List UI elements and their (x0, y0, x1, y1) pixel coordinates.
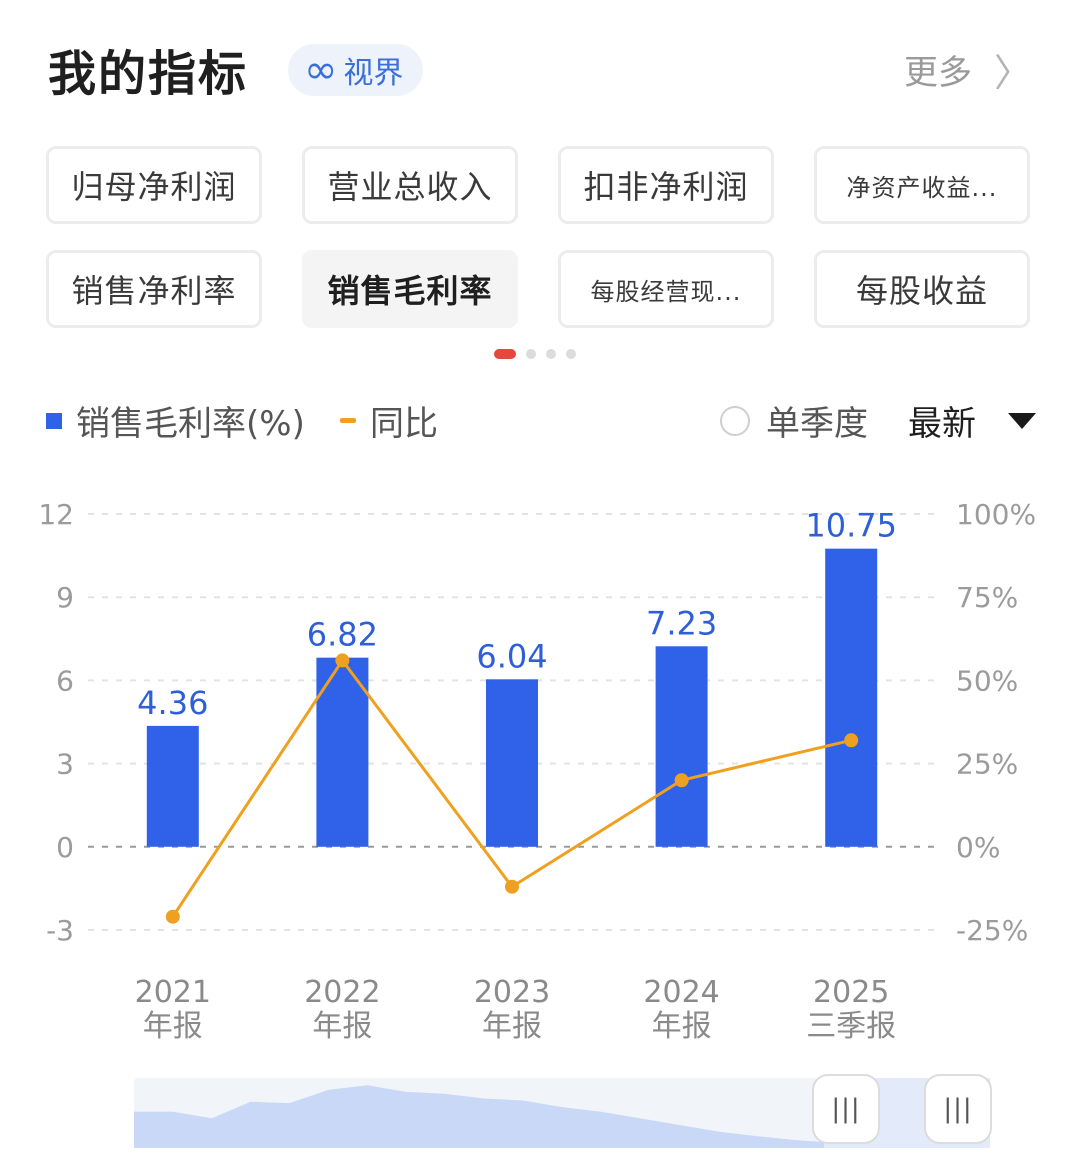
x-tick-year: 2025 (813, 975, 889, 1010)
indicator-chip-5-active[interactable]: 销售毛利率 (302, 250, 518, 328)
single-quarter-radio[interactable] (720, 405, 750, 436)
y-left-tick: -3 (46, 914, 74, 947)
y-left-tick: 6 (56, 664, 74, 697)
single-quarter-label: 单季度 (766, 404, 868, 444)
infinity-icon: ∞ (304, 47, 338, 93)
bar-value-label: 4.36 (137, 684, 208, 722)
section-header: 我的指标 ∞ 视界 更多 〉 (48, 30, 1038, 110)
overview-area (134, 1085, 990, 1148)
indicator-chip-3[interactable]: 净资产收益... (814, 146, 1030, 224)
period-select[interactable]: 最新 (908, 396, 1036, 445)
bar-value-label: 7.23 (646, 604, 717, 642)
overview-sparkline (134, 1085, 990, 1148)
page-dot-2[interactable] (526, 349, 536, 359)
grip-icon: ||| (943, 1094, 973, 1124)
x-tick-period: 年报 (482, 1009, 542, 1044)
y-right-tick: 75% (956, 581, 1018, 614)
y-left-tick: 0 (56, 831, 74, 864)
page-indicator (494, 348, 576, 360)
yoy-point (165, 909, 180, 924)
vision-badge[interactable]: ∞ 视界 (288, 44, 424, 96)
slider-handle-left[interactable]: ||| (812, 1074, 880, 1144)
chart-controls: 销售毛利率(%) 同比 单季度 最新 (46, 396, 1036, 446)
yoy-point (674, 773, 689, 788)
legend-line-swatch (340, 418, 356, 423)
indicator-chip-1[interactable]: 营业总收入 (302, 146, 518, 224)
x-tick-period: 年报 (312, 1009, 372, 1044)
bar (825, 548, 878, 847)
y-right-tick: 100% (956, 498, 1036, 531)
x-tick-period: 年报 (143, 1009, 203, 1044)
grip-icon: ||| (831, 1094, 861, 1124)
section-title: 我的指标 (48, 46, 249, 102)
indicator-chip-2[interactable]: 扣非净利润 (558, 146, 774, 224)
x-tick-year: 2023 (474, 975, 550, 1010)
more-label: 更多 (903, 53, 972, 93)
bar (655, 646, 708, 847)
gross-margin-chart: 12 9 6 3 0 -3 100% 75% 50% 25% 0% -25% 4.36 6.82 6.04 7… (38, 498, 1036, 1044)
y-left-tick: 12 (38, 498, 74, 531)
y-right-tick: 0% (956, 831, 1000, 864)
legend-bar: 销售毛利率(%) (46, 396, 305, 445)
bar (146, 725, 199, 847)
slider-handle-right[interactable]: ||| (924, 1074, 992, 1144)
bar (486, 679, 538, 847)
vision-badge-label: 视界 (343, 56, 404, 91)
yoy-point (505, 879, 519, 894)
bar-value-label: 6.04 (476, 637, 547, 675)
x-tick-year: 2024 (643, 975, 719, 1010)
period-select-value: 最新 (908, 404, 976, 444)
indicator-chip-7[interactable]: 每股收益 (814, 250, 1030, 328)
more-link[interactable]: 更多 〉 (904, 42, 1032, 97)
page-dot-1[interactable] (494, 349, 516, 359)
legend-bar-swatch (46, 412, 62, 429)
legend-line: 同比 (340, 396, 438, 445)
y-right-tick: 50% (956, 664, 1018, 697)
y-right-tick: 25% (956, 748, 1018, 781)
x-tick-year: 2022 (304, 975, 380, 1010)
caret-down-icon (1008, 412, 1036, 429)
legend-line-label: 同比 (370, 404, 438, 444)
yoy-point (335, 653, 350, 668)
y-right-tick: -25% (956, 914, 1028, 947)
y-left-tick: 9 (56, 581, 74, 614)
y-left-tick: 3 (56, 748, 74, 781)
yoy-point (844, 733, 859, 748)
indicator-chip-0[interactable]: 归母净利润 (46, 146, 262, 224)
range-slider[interactable]: ||| ||| (134, 1074, 994, 1150)
single-quarter-toggle[interactable]: 单季度 (720, 396, 868, 445)
bar-value-label: 10.75 (805, 507, 897, 545)
x-tick-period: 三季报 (806, 1009, 896, 1044)
page-dot-3[interactable] (546, 349, 556, 359)
bar-value-label: 6.82 (307, 616, 378, 654)
page-dot-4[interactable] (566, 349, 576, 359)
x-tick-period: 年报 (652, 1009, 712, 1044)
indicator-chip-4[interactable]: 销售净利率 (46, 250, 262, 328)
legend-bar-label: 销售毛利率(%) (76, 404, 305, 444)
indicator-chip-6[interactable]: 每股经营现... (558, 250, 774, 328)
x-tick-year: 2021 (135, 975, 211, 1010)
chevron-right-icon: 〉 (993, 51, 1032, 95)
